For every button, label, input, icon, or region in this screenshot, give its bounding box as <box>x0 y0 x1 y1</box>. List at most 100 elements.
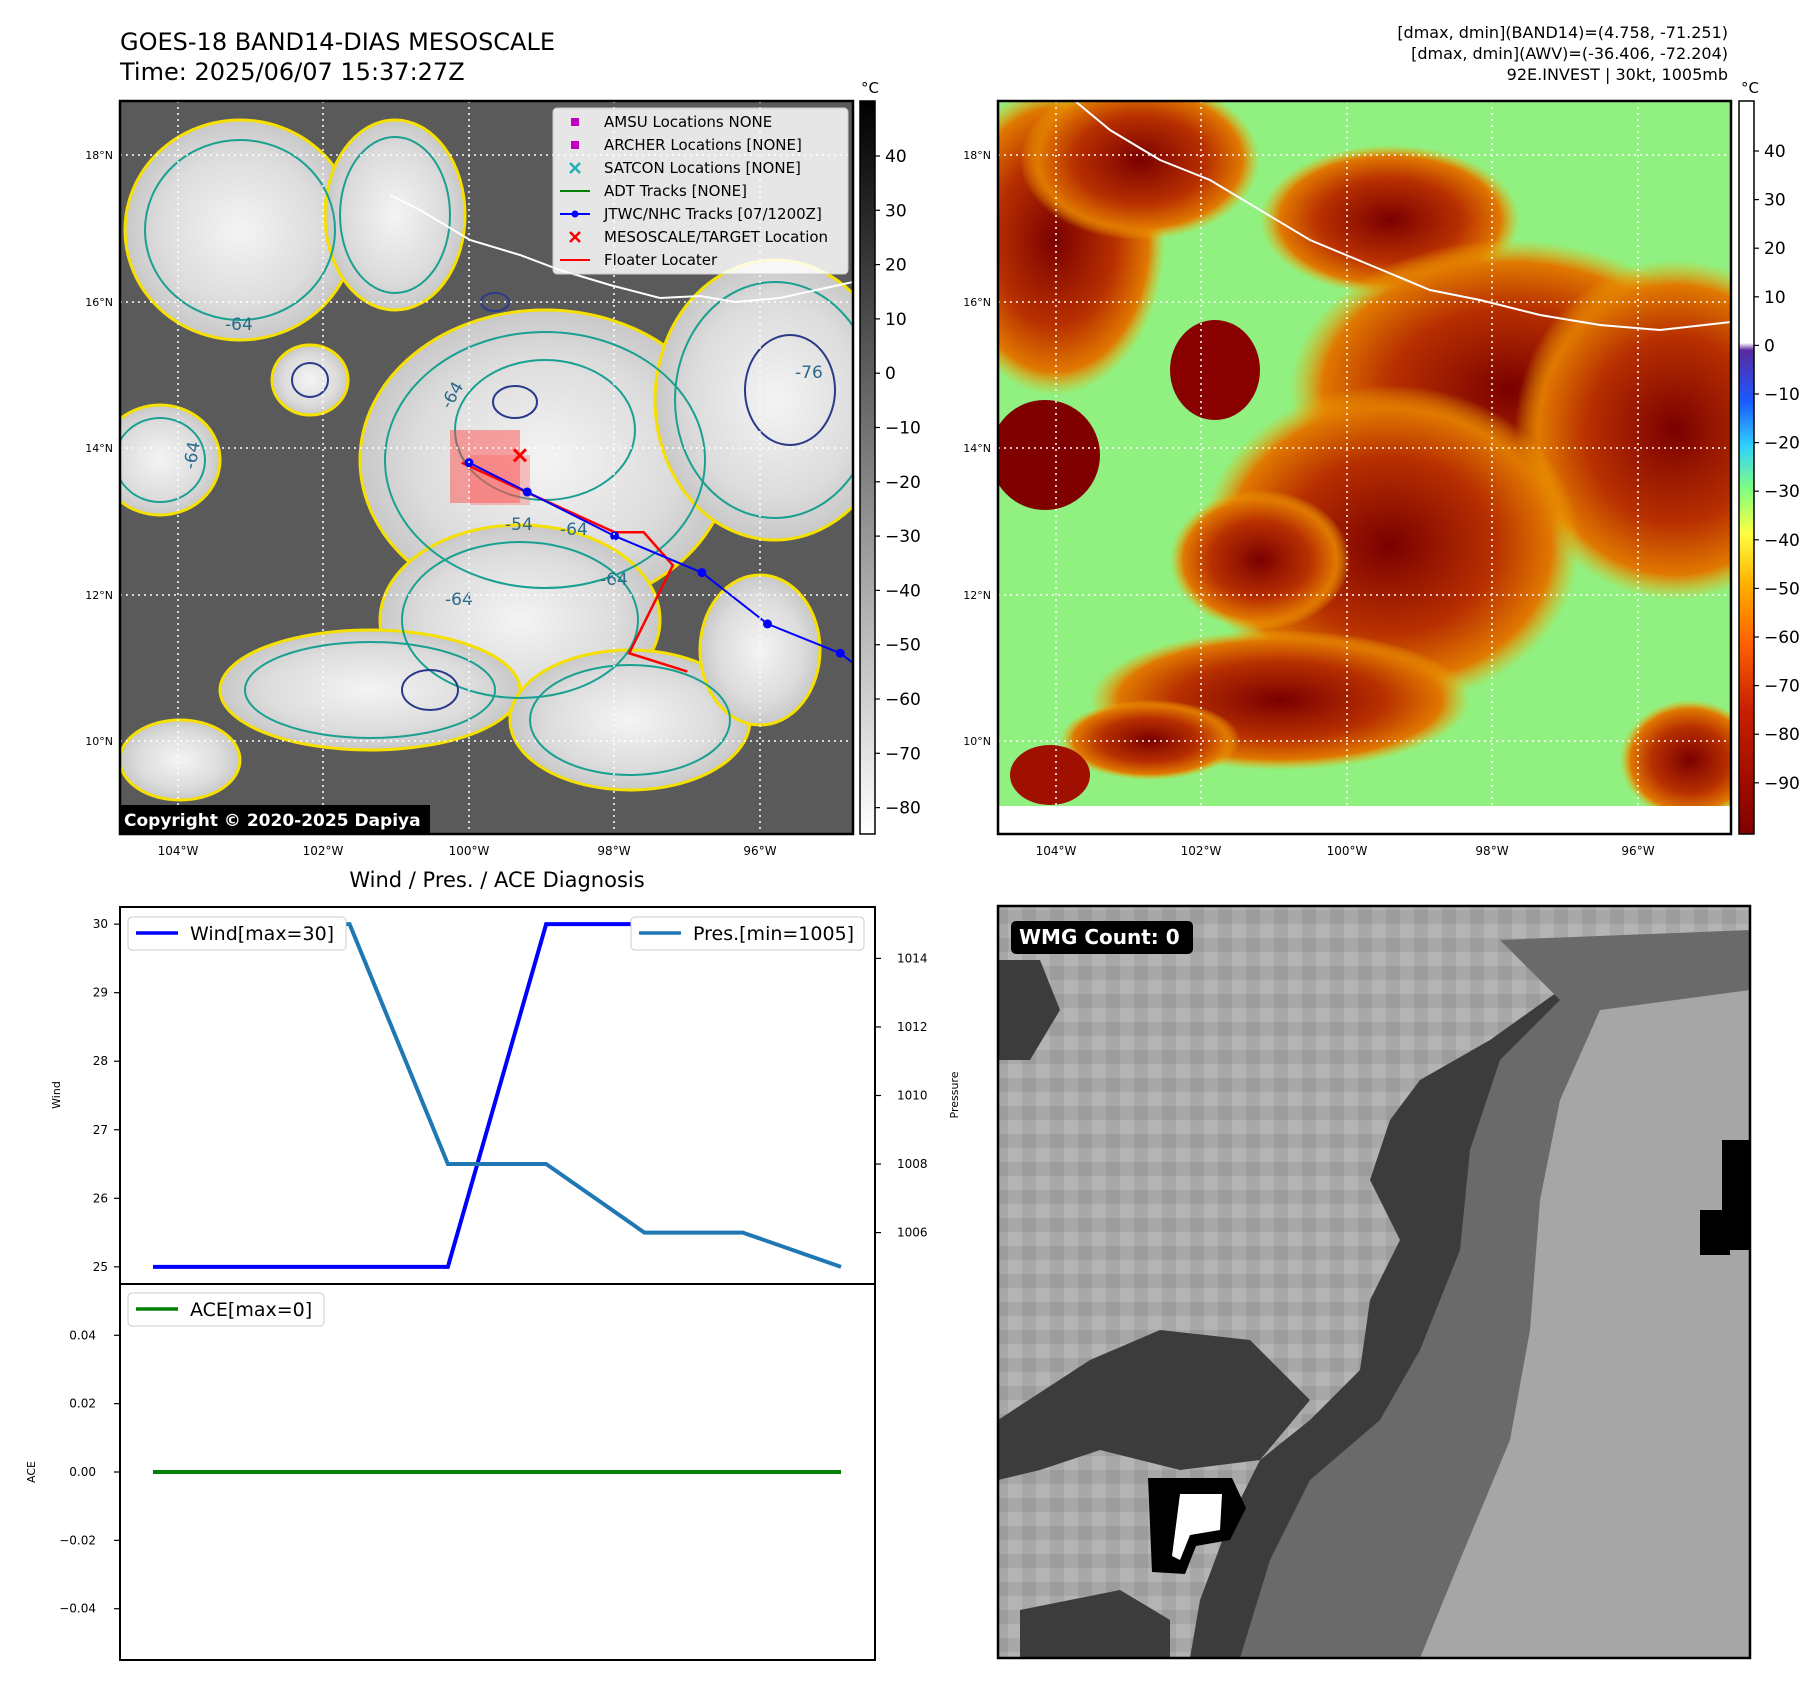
legend-marker <box>571 118 579 126</box>
floater-track-line <box>461 461 688 673</box>
legend-entry-label: Floater Locater <box>604 251 718 269</box>
lat-label: 10°N <box>85 735 113 748</box>
lon-label: 98°W <box>597 844 630 858</box>
figure-time: Time: 2025/06/07 15:37:27Z <box>119 58 465 86</box>
copyright-box <box>120 805 430 834</box>
band14-colorbar: °C 40 30 20 10 0 −10 −20 −30 −40 −50 −60 −70 −80 <box>859 79 921 835</box>
legend-entry-label: ADT Tracks [NONE] <box>604 182 747 200</box>
wmg-label-box <box>1011 921 1193 954</box>
colorbar-tick-label: −50 <box>1764 579 1800 599</box>
contour-label: -64 <box>180 440 205 471</box>
map-gridlines <box>998 101 1731 834</box>
wmg-frame <box>996 904 1752 1660</box>
colorbar-tick-label: 0 <box>1764 336 1775 356</box>
colorbar-tick-label: 10 <box>1764 288 1786 308</box>
ace-axis-label: ACE <box>25 1461 38 1483</box>
colorbar-tick-label: −60 <box>885 690 921 710</box>
contour-label: -54 <box>505 515 533 535</box>
lon-label: 98°W <box>1475 844 1508 858</box>
colorbar-tick-label: −10 <box>1764 385 1800 405</box>
ace-tick-label: −0.04 <box>59 1602 96 1616</box>
jtwc-track-point <box>697 568 707 578</box>
contour-label: -64 <box>225 315 253 335</box>
diagnosis-title: Wind / Pres. / ACE Diagnosis <box>349 868 644 892</box>
colorbar-tick-label: −80 <box>1764 725 1800 745</box>
target-box <box>450 430 520 503</box>
colorbar-tick-label: 40 <box>885 147 907 167</box>
map-gridlines <box>120 101 853 834</box>
map-axis-labels: 104°W 102°W 100°W 98°W 96°W 18°N 16°N 14°N 12°N 1… <box>85 149 776 858</box>
legend-marker <box>571 141 579 149</box>
colorbar-tick-label: −50 <box>885 636 921 656</box>
wind-tick-label: 25 <box>93 1260 108 1274</box>
wmg-region-light <box>1420 990 1750 1658</box>
legend-marker <box>571 210 579 218</box>
wind-tick-label: 26 <box>93 1191 108 1205</box>
lon-label: 104°W <box>1036 844 1077 858</box>
colorbar-tick-label: 0 <box>885 364 896 384</box>
legend-entry-label: ARCHER Locations [NONE] <box>604 136 802 154</box>
pressure-legend-label: Pres.[min=1005] <box>693 923 854 945</box>
lat-label: 12°N <box>963 589 991 602</box>
jtwc-track-point <box>835 648 845 658</box>
ace-tick-label: 0.00 <box>69 1465 96 1479</box>
info-band14: [dmax, dmin](BAND14)=(4.758, -71.251) <box>1397 23 1728 42</box>
colorbar-tick-label: −70 <box>885 744 921 764</box>
info-storm: 92E.INVEST | 30kt, 1005mb <box>1507 65 1728 84</box>
contour-label: -64 <box>600 570 628 590</box>
lon-label: 104°W <box>158 844 199 858</box>
contour-label: -64 <box>560 520 588 540</box>
map-frame <box>996 99 1733 836</box>
lon-label: 100°W <box>449 844 490 858</box>
diagnosis-panel: Wind / Pres. / ACE Diagnosis 30 29 28 27 26 2… <box>25 868 961 1661</box>
info-awv: [dmax, dmin](AWV)=(-36.406, -72.204) <box>1411 44 1728 63</box>
cloud-field <box>120 118 853 802</box>
wmg-count-label: WMG Count: 0 <box>1019 925 1180 949</box>
colorbar-tick-label: −40 <box>1764 531 1800 551</box>
ace-tick-label: 0.02 <box>69 1397 96 1411</box>
pressure-legend: Pres.[min=1005] <box>630 916 865 951</box>
lon-label: 96°W <box>1621 844 1654 858</box>
colorbar-tick-label: 10 <box>885 310 907 330</box>
legend-marker <box>569 231 581 243</box>
jtwc-track-point <box>610 531 620 541</box>
pressure-axis-label: Pressure <box>948 1071 961 1118</box>
lon-label: 102°W <box>303 844 344 858</box>
jtwc-track-point <box>522 487 532 497</box>
colorbar-tick-label: −40 <box>885 581 921 601</box>
colorbar-tick-label: 20 <box>885 256 907 276</box>
tracks <box>461 448 853 673</box>
lat-label: 14°N <box>963 442 991 455</box>
contour-label: -76 <box>795 363 823 383</box>
wind-legend: Wind[max=30] <box>127 916 347 951</box>
ace-legend: ACE[max=0] <box>127 1292 325 1327</box>
colorbar-tick-label: −20 <box>1764 434 1800 454</box>
colorbar-tick-label: −10 <box>885 419 921 439</box>
pressure-tick-label: 1010 <box>897 1089 928 1103</box>
awv-colorbar: °C 40 30 20 10 0 −10 −20 −30 −40 −50 −60 −70 −80 −90 <box>1738 79 1800 835</box>
colorbar-tick-label: 30 <box>885 201 907 221</box>
contour-labels: -64 -64 -76 -64 -64 -64 -54 -64 <box>180 315 823 610</box>
wind-axis-label: Wind <box>50 1081 63 1109</box>
colorbar-unit: °C <box>1741 79 1759 97</box>
target-location-marker <box>512 448 528 463</box>
coastline <box>389 194 853 304</box>
wind-tick-label: 27 <box>93 1123 108 1137</box>
lon-label: 96°W <box>743 844 776 858</box>
wmg-region-dark <box>998 1330 1310 1480</box>
wmg-region-white <box>1172 1494 1222 1560</box>
wmg-region-dark <box>1020 1590 1170 1658</box>
colorbar-tick-label: −70 <box>1764 677 1800 697</box>
colorbar-tick-label: 30 <box>1764 191 1786 211</box>
figure-title: GOES-18 BAND14-DIAS MESOSCALE <box>120 28 555 56</box>
ace-tick-label: 0.04 <box>69 1328 96 1342</box>
lon-label: 102°W <box>1181 844 1222 858</box>
colorbar-tick-label: −80 <box>885 799 921 819</box>
lat-label: 16°N <box>963 296 991 309</box>
colorbar-tick-label: 40 <box>1764 142 1786 162</box>
contour-lines <box>120 136 853 776</box>
pressure-tick-label: 1008 <box>897 1157 928 1171</box>
wmg-panel: WMG Count: 0 <box>996 904 1752 1660</box>
map-axis-labels: 104°W 102°W 100°W 98°W 96°W 18°N 16°N 14°N 12°N 1… <box>963 149 1654 858</box>
